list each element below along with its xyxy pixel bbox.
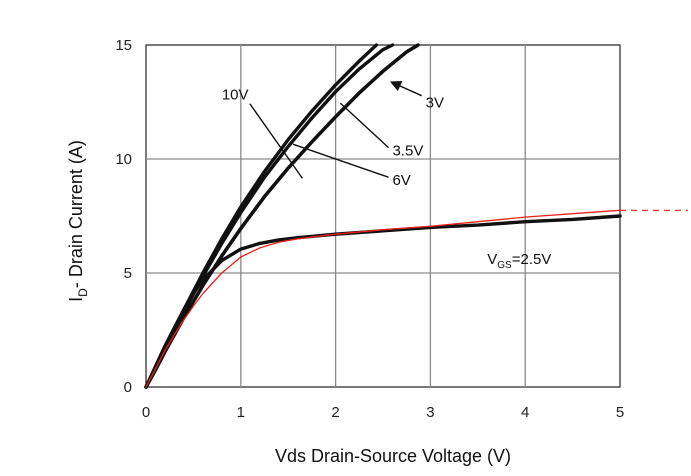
tick-labels: 0 1 2 3 4 5 0 5 10 15 [115,37,624,421]
y-tick-label: 15 [115,37,132,54]
grid-lines [146,45,620,387]
x-tick-label: 4 [521,404,529,421]
y-axis-title: ID- Drain Current (A) [66,140,90,302]
annotation-vgs-rest: =2.5V [512,251,552,268]
curve-2-5V [144,214,622,389]
y-axis-title-rest: - Drain Current (A) [66,140,86,288]
annotation-leader-10V [249,103,303,179]
x-tick-label: 3 [426,404,434,421]
annotation-vgs-sub: GS [497,260,512,271]
annotation-leader-6V [292,143,389,178]
annotation-label-3V: 3V [426,95,444,112]
x-tick-label: 0 [142,404,150,421]
y-tick-label: 10 [115,151,132,168]
annotation-leader-3V [389,80,422,97]
curve-2-5V-measured [145,209,621,388]
x-tick-label: 2 [331,404,339,421]
annotations: 10V 3V 3.5V 6V VGS=2.5V [222,80,551,271]
annotation-label-vgs: VGS=2.5V [487,251,551,271]
y-axis-title-sub: D [76,288,90,297]
x-tick-label: 1 [237,404,245,421]
y-axis-title-main: I [66,297,86,302]
x-axis-title: Vds Drain-Source Voltage (V) [275,446,511,466]
annotation-label-10V: 10V [222,87,249,104]
x-tick-label: 5 [616,404,624,421]
annotation-label-3-5V: 3.5V [392,143,423,160]
curves-group [144,43,688,389]
y-tick-label: 0 [124,379,132,396]
y-tick-label: 5 [124,265,132,282]
annotation-label-6V: 6V [392,172,410,189]
annotation-vgs-main: V [487,251,497,268]
annotation-leader-3-5V [339,102,389,149]
